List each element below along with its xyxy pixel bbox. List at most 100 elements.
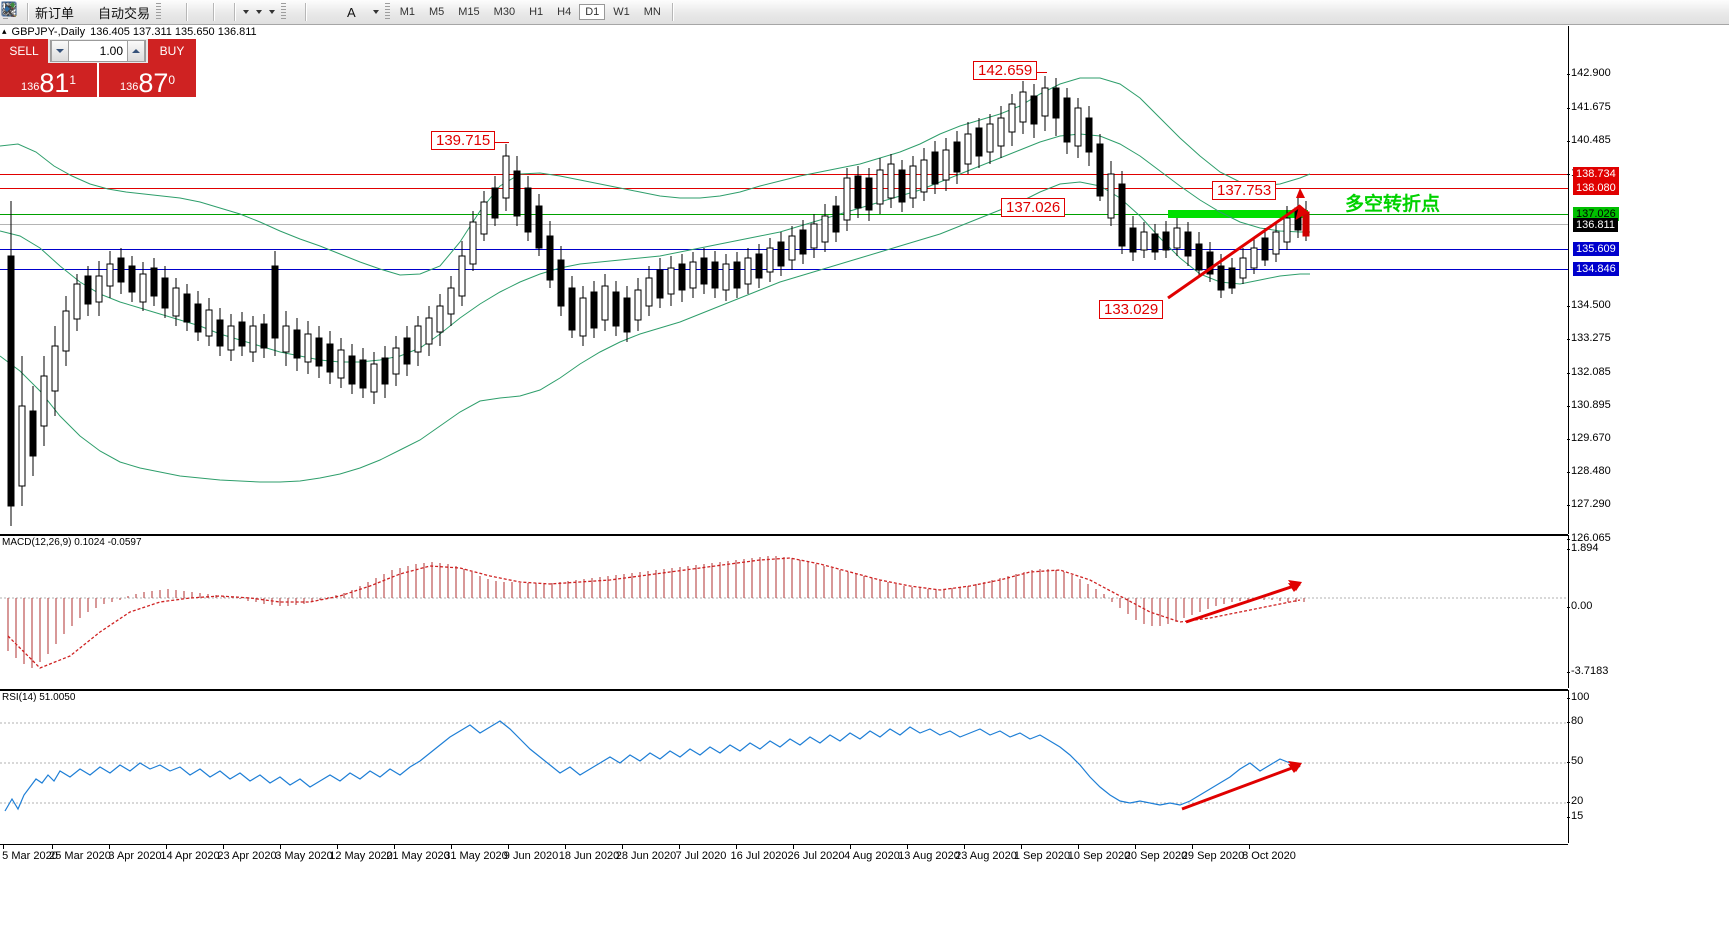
toolbar-grip-4[interactable] — [384, 3, 390, 21]
trade-panel-top-row: SELL 1.00 BUY — [0, 39, 196, 63]
sell-price-main: 81 — [39, 68, 70, 98]
price-tag-135609: 135.609 — [1573, 242, 1619, 256]
x-axis-label: 13 Aug 2020 — [898, 850, 960, 862]
chevron-down-icon-lot — [56, 49, 64, 53]
profiles-icon[interactable] — [1, 1, 23, 23]
lot-increment-button[interactable] — [127, 40, 145, 62]
symbol-name: GBPJPY-,Daily — [11, 25, 86, 38]
symbol-bar: ▴ GBPJPY-,Daily 136.405 137.311 135.650 … — [0, 25, 257, 38]
macd-axis[interactable]: 1.894 0.00 -3.7183 — [1566, 535, 1729, 688]
price-pane[interactable]: 142.659 139.715 137.026 137.753 133.029 … — [0, 26, 1568, 535]
level-line-137026 — [0, 214, 1568, 215]
x-axis-label: 21 May 2020 — [386, 850, 450, 862]
new-order-button[interactable]: 新订单 — [2, 1, 77, 23]
tab-timeframe-mn[interactable]: MN — [643, 6, 661, 18]
add-indicator-icon[interactable] — [2, 1, 252, 23]
buy-price-fraction: 0 — [168, 73, 176, 87]
buy-price-main: 87 — [138, 68, 169, 98]
toolbar-separator-4 — [234, 3, 236, 21]
chevron-down-icon-4[interactable] — [372, 10, 379, 14]
data-window-icon[interactable] — [1, 1, 209, 23]
x-axis-label: 28 Jun 2020 — [615, 850, 677, 862]
price-tick: 134.500 — [1567, 299, 1611, 311]
buy-button[interactable]: BUY — [148, 39, 196, 63]
lot-size-input[interactable]: 1.00 — [50, 40, 146, 62]
tab-timeframe-h1[interactable]: H1 — [529, 6, 544, 18]
arrows-icon[interactable] — [4, 1, 382, 23]
period-icon[interactable] — [1, 1, 265, 23]
x-axis-label: 8 Oct 2020 — [1242, 850, 1296, 862]
toolbar-grip-3[interactable] — [281, 3, 287, 21]
price-chart-svg — [0, 76, 1311, 526]
rsi-tick: 100 — [1566, 691, 1590, 703]
macd-label: MACD(12,26,9) 0.1024 -0.0597 — [2, 537, 142, 548]
level-line-138734 — [0, 174, 1568, 175]
x-axis-label: 14 Apr 2020 — [160, 850, 220, 862]
x-axis-label: 3 May 2020 — [275, 850, 333, 862]
chevron-down-icon-2[interactable] — [256, 10, 263, 14]
tab-timeframe-h4[interactable]: H4 — [557, 6, 572, 18]
toolbar-grip-2[interactable] — [156, 3, 162, 21]
rsi-tick: 20 — [1566, 795, 1584, 807]
text-icon[interactable]: A — [347, 4, 356, 20]
tab-timeframe-d1[interactable]: D1 — [579, 4, 606, 20]
buy-price-display[interactable]: 136 87 0 — [97, 63, 196, 97]
x-axis-label: 9 Jun 2020 — [503, 850, 559, 862]
price-axis[interactable]: 142.900 141.675 140.485 139.295 134.500 … — [1567, 26, 1729, 544]
macd-pane[interactable]: MACD(12,26,9) 0.1024 -0.0597 — [0, 535, 1568, 690]
x-axis-label: 1 Sep 2020 — [1013, 850, 1071, 862]
tab-timeframe-m15[interactable]: M15 — [458, 6, 480, 18]
autotrading-button[interactable]: 自动交易 — [1, 1, 153, 23]
x-axis-tick — [394, 845, 395, 849]
level-line-138080 — [0, 188, 1568, 189]
macd-tick: 1.894 — [1567, 542, 1599, 554]
chinese-annotation-note: 多空转折点 — [1345, 193, 1441, 215]
rsi-tick: 80 — [1566, 715, 1584, 727]
price-tick: 128.480 — [1567, 465, 1611, 477]
x-axis-label: 20 Sep 2020 — [1124, 850, 1188, 862]
price-tick: 130.895 — [1567, 399, 1611, 411]
time-axis[interactable]: 5 Mar 2020 25 Mar 2020 3 Apr 2020 14 Apr… — [0, 844, 1568, 875]
x-axis-tick — [1249, 845, 1250, 849]
lot-decrement-button[interactable] — [51, 40, 69, 62]
tab-timeframe-m5[interactable]: M5 — [428, 6, 445, 18]
current-price-line — [0, 224, 1568, 225]
x-axis-label: 16 Jul 2020 — [730, 850, 788, 862]
toolbar-separator-6 — [671, 3, 673, 21]
x-axis-label: 26 Jul 2020 — [787, 850, 845, 862]
tab-timeframe-m1[interactable]: M1 — [399, 6, 415, 18]
one-click-trading-panel[interactable]: SELL 1.00 BUY 136 81 1 136 87 0 — [0, 39, 196, 97]
macd-tick: 0.00 — [1566, 600, 1593, 612]
x-axis-tick — [907, 845, 908, 849]
lot-size-value[interactable]: 1.00 — [99, 44, 123, 58]
sell-button[interactable]: SELL — [0, 39, 48, 63]
level-line-135609 — [0, 249, 1568, 250]
annotation-137026: 137.026 — [1001, 198, 1066, 217]
macd-chart-svg — [0, 556, 1568, 669]
chart-area[interactable]: 142.659 139.715 137.026 137.753 133.029 … — [0, 26, 1729, 948]
price-tag-138080: 138.080 — [1573, 181, 1619, 195]
x-axis-tick — [964, 845, 965, 849]
tab-timeframe-m30[interactable]: M30 — [493, 6, 516, 18]
rsi-pane[interactable]: RSI(14) 51.0050 — [0, 690, 1568, 845]
x-axis-tick — [337, 845, 338, 849]
chevron-down-icon-3[interactable] — [269, 10, 276, 14]
new-order-label: 新订单 — [35, 5, 75, 21]
templates-icon[interactable] — [1, 1, 278, 23]
price-tick: 142.900 — [1567, 67, 1611, 79]
x-axis-tick — [850, 845, 851, 849]
chevron-down-icon[interactable] — [243, 10, 250, 14]
tab-timeframe-w1[interactable]: W1 — [613, 6, 630, 18]
crosshair-icon[interactable] — [3, 1, 301, 23]
line-chart-icon[interactable] — [2, 1, 182, 23]
price-tag-137026: 137.026 — [1573, 207, 1619, 221]
annotation-133029: 133.029 — [1099, 300, 1164, 319]
x-axis-tick — [1192, 845, 1193, 849]
sell-price-display[interactable]: 136 81 1 — [0, 63, 97, 97]
x-axis-tick — [622, 845, 623, 849]
price-tag-134846: 134.846 — [1573, 262, 1619, 276]
rsi-axis[interactable]: 100 80 50 20 15 — [1566, 690, 1729, 843]
x-axis-label: 23 Apr 2020 — [217, 850, 277, 862]
toolbar-grip[interactable] — [3, 3, 8, 21]
auto-scroll-icon[interactable] — [3, 1, 230, 23]
